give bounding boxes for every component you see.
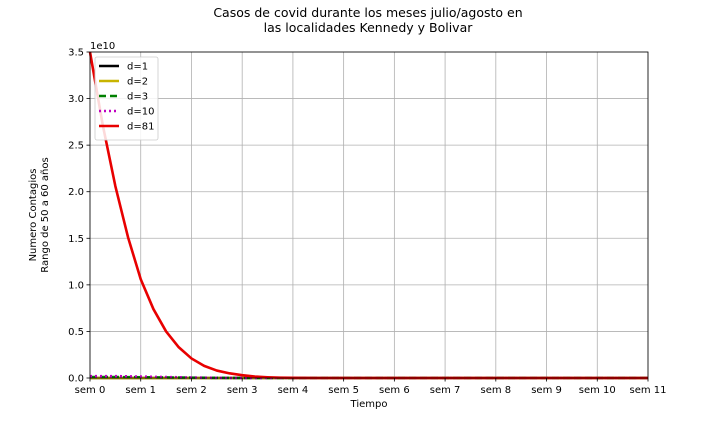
legend-box: [94, 56, 159, 141]
x-tick-label: sem 2: [176, 385, 207, 396]
x-axis-ticks: sem 0 sem 1 sem 2 sem 3 sem 4 sem 5 sem 6 sem 7…: [75, 378, 667, 396]
x-tick-label: sem 6: [379, 385, 410, 396]
y-axis-label-line-2: Rango de 50 a 60 años: [40, 157, 51, 272]
x-tick-label: sem 3: [227, 385, 258, 396]
legend-label-d-2: d=2: [127, 77, 148, 88]
plot-area: [89, 51, 649, 379]
y-tick-label: 2.5: [68, 141, 84, 152]
x-axis-label: Tiempo: [350, 399, 388, 410]
x-tick-label: sem 1: [125, 385, 156, 396]
y-scale-offset-label: 1e10: [90, 41, 115, 52]
y-axis-label-line-1: Numero Contagios: [28, 169, 39, 262]
legend: d=1 d=2 d=3 d=10 d=81: [94, 56, 159, 141]
legend-label-d-3: d=3: [127, 92, 148, 103]
legend-label-d-81: d=81: [127, 122, 154, 133]
y-tick-label: 2.0: [68, 187, 84, 198]
y-axis-ticks: 0.0 0.5 1.0 1.5 2.0 2.5 3.0 3.5: [68, 48, 90, 385]
x-tick-label: sem 8: [480, 385, 511, 396]
x-tick-label: sem 4: [278, 385, 309, 396]
y-tick-label: 0.5: [68, 327, 84, 338]
y-tick-label: 1.5: [68, 234, 84, 245]
x-tick-label: sem 0: [75, 385, 106, 396]
legend-label-d-10: d=10: [127, 107, 154, 118]
x-tick-label: sem 5: [328, 385, 359, 396]
x-tick-label: sem 9: [531, 385, 562, 396]
legend-label-d-1: d=1: [127, 62, 148, 73]
y-tick-label: 3.5: [68, 48, 84, 59]
x-tick-label: sem 7: [430, 385, 461, 396]
y-tick-label: 1.0: [68, 280, 84, 291]
chart-title-line-1: Casos de covid durante los meses julio/a…: [213, 5, 522, 20]
y-tick-label: 0.0: [68, 374, 84, 385]
y-axis-label: Numero Contagios Rango de 50 a 60 años: [28, 157, 51, 272]
x-tick-label: sem 11: [629, 385, 666, 396]
x-tick-label: sem 10: [579, 385, 616, 396]
y-tick-label: 3.0: [68, 94, 84, 105]
chart-title-line-2: las localidades Kennedy y Bolivar: [264, 20, 474, 35]
